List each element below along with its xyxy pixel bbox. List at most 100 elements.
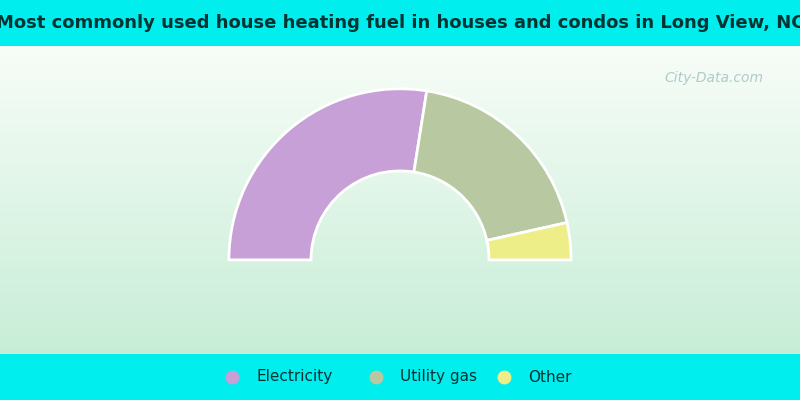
Bar xyxy=(0,150,800,151)
Bar xyxy=(0,305,800,306)
Bar xyxy=(0,242,800,243)
Bar xyxy=(0,98,800,99)
Bar xyxy=(0,90,800,91)
Bar xyxy=(0,132,800,133)
Bar xyxy=(0,254,800,256)
Bar xyxy=(0,164,800,165)
Bar xyxy=(0,336,800,338)
Bar xyxy=(0,207,800,208)
Bar xyxy=(0,304,800,305)
Bar xyxy=(0,71,800,72)
Bar xyxy=(0,328,800,329)
Bar xyxy=(0,138,800,140)
Bar xyxy=(0,131,800,132)
Bar xyxy=(0,270,800,271)
Bar xyxy=(0,109,800,110)
Bar xyxy=(0,285,800,286)
Bar xyxy=(0,209,800,210)
Bar xyxy=(0,135,800,136)
Bar xyxy=(0,280,800,281)
Bar xyxy=(0,318,800,319)
Bar xyxy=(0,247,800,248)
Bar xyxy=(0,174,800,175)
Bar xyxy=(0,190,800,191)
Bar xyxy=(0,338,800,340)
Bar xyxy=(0,144,800,146)
Bar xyxy=(0,111,800,112)
Bar xyxy=(0,89,800,90)
Bar xyxy=(0,156,800,157)
Bar xyxy=(0,292,800,294)
Bar xyxy=(0,84,800,85)
Bar xyxy=(0,157,800,158)
Bar xyxy=(0,290,800,291)
Bar xyxy=(0,124,800,125)
Bar xyxy=(0,213,800,214)
Bar xyxy=(0,314,800,315)
Bar xyxy=(0,265,800,266)
Bar xyxy=(0,86,800,87)
Bar xyxy=(0,294,800,296)
Bar xyxy=(0,215,800,216)
Bar xyxy=(0,94,800,95)
Bar xyxy=(0,334,800,336)
Bar xyxy=(0,117,800,118)
Bar xyxy=(0,315,800,316)
Bar xyxy=(0,239,800,240)
Bar xyxy=(0,284,800,285)
Bar xyxy=(0,87,800,88)
Wedge shape xyxy=(414,91,567,240)
Bar xyxy=(0,241,800,242)
Bar xyxy=(0,272,800,273)
Bar xyxy=(0,313,800,314)
Bar xyxy=(0,237,800,238)
Bar xyxy=(0,227,800,228)
Bar xyxy=(0,127,800,128)
Bar xyxy=(0,81,800,82)
Bar xyxy=(0,128,800,129)
Bar xyxy=(0,199,800,200)
Bar xyxy=(0,189,800,190)
Bar xyxy=(0,286,800,287)
Bar xyxy=(0,348,800,349)
Bar xyxy=(0,248,800,249)
Bar xyxy=(0,170,800,171)
Bar xyxy=(0,341,800,342)
Bar xyxy=(0,146,800,147)
Bar xyxy=(0,233,800,234)
Bar xyxy=(0,68,800,70)
Bar xyxy=(0,193,800,194)
Bar xyxy=(0,93,800,94)
Bar xyxy=(0,238,800,239)
Bar xyxy=(0,287,800,288)
Bar xyxy=(0,100,800,102)
Text: Utility gas: Utility gas xyxy=(400,370,477,384)
Text: Electricity: Electricity xyxy=(256,370,332,384)
Bar xyxy=(0,120,800,121)
Bar xyxy=(0,62,800,64)
Bar xyxy=(0,56,800,57)
Bar xyxy=(0,289,800,290)
Bar xyxy=(0,322,800,323)
Bar xyxy=(0,276,800,277)
Bar xyxy=(0,114,800,115)
Bar xyxy=(0,245,800,246)
Bar xyxy=(0,232,800,233)
Bar xyxy=(0,231,800,232)
Bar xyxy=(0,113,800,114)
Bar xyxy=(0,230,800,231)
Bar xyxy=(0,201,800,202)
Bar xyxy=(0,271,800,272)
Bar xyxy=(0,47,800,48)
Bar xyxy=(0,332,800,334)
Bar xyxy=(0,345,800,346)
Bar xyxy=(0,228,800,229)
Bar xyxy=(0,187,800,188)
Bar xyxy=(0,220,800,222)
Bar xyxy=(0,236,800,237)
Bar xyxy=(0,260,800,262)
Bar xyxy=(0,246,800,247)
Bar xyxy=(0,133,800,134)
Bar xyxy=(0,235,800,236)
Bar xyxy=(0,234,800,235)
